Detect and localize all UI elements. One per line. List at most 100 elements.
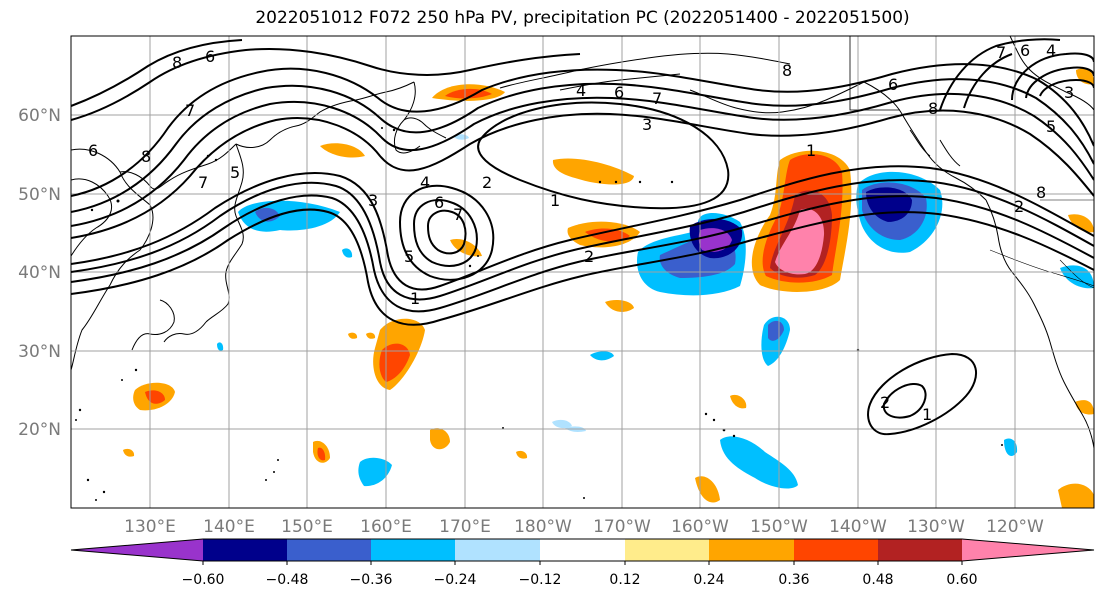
colorbar-segments (70, 538, 1095, 562)
colorbar-tick-label: 0.60 (946, 572, 977, 588)
lon-tick-label: 130°W (907, 517, 965, 537)
contour-label: 7 (185, 101, 195, 120)
precip-anomaly-blob (552, 158, 634, 185)
contour-label: 2 (880, 393, 890, 412)
contour-label: 6 (88, 141, 98, 160)
precip-anomaly-blob (585, 228, 630, 242)
lon-tick-label: 140°W (829, 517, 887, 537)
contour-label: 8 (172, 53, 182, 72)
contour-label: 7 (198, 173, 208, 192)
lat-tick-label: 20°N (18, 420, 61, 440)
contour-label: 8 (928, 99, 938, 118)
precip-anomaly-blob (320, 143, 365, 158)
lon-tick-label: 170°E (439, 517, 491, 537)
precip-anomaly-blob (342, 248, 353, 258)
contour-label: 1 (550, 191, 560, 210)
precip-anomaly-blob (605, 300, 634, 312)
contour-label: 6 (434, 193, 444, 212)
precip-anomaly-blob (123, 448, 135, 457)
precip-anomaly-blob (552, 419, 572, 429)
colorbar-tick-label: 0.36 (778, 572, 809, 588)
lon-tick-label: 150°W (750, 517, 808, 537)
precip-anomaly-blob (768, 320, 784, 341)
colorbar-tick-label: −0.12 (519, 572, 562, 588)
contour-label: 5 (230, 163, 240, 182)
precip-anomaly-blob (590, 351, 614, 361)
contour-label: 4 (1046, 41, 1056, 60)
colorbar-segment (371, 539, 455, 561)
colorbar: −0.60 −0.48 −0.36 −0.24 −0.12 0.12 0.24 … (70, 538, 1095, 588)
colorbar-segment (540, 539, 625, 561)
colorbar-segment (709, 539, 794, 561)
colorbar-ticks (202, 561, 963, 565)
lat-tick-label: 40°N (18, 263, 61, 283)
contour-label: 1 (410, 289, 420, 308)
contour-label: 3 (1064, 83, 1074, 102)
lon-tick-label: 180°W (514, 517, 572, 537)
contour-label: 2 (1014, 197, 1024, 216)
lon-axis: 130°E 140°E 150°E 160°E 170°E 180°W 170°… (124, 517, 1044, 537)
contour-label: 5 (1046, 117, 1056, 136)
contour-label: 1 (922, 405, 932, 424)
lon-tick-label: 170°W (593, 517, 651, 537)
colorbar-segment (203, 539, 287, 561)
contour-labels: 8 7 6 6 8 7 5 4 6 7 3 1 2 1 5 4 6 7 3 2 … (88, 41, 1074, 424)
precip-anomaly-blob (516, 450, 528, 459)
precip-anomaly-blob (358, 457, 392, 487)
colorbar-tick-label: 0.48 (862, 572, 893, 588)
colorbar-tick-label: 0.12 (609, 572, 640, 588)
contour-label: 5 (404, 247, 414, 266)
precip-anomaly-blob (1068, 214, 1094, 233)
lon-tick-label: 120°W (986, 517, 1044, 537)
precip-anomaly-blob (730, 394, 747, 409)
contour-label: 4 (576, 81, 586, 100)
contour-label: 8 (141, 147, 151, 166)
pv-contours (71, 38, 1094, 436)
contour-label: 7 (652, 89, 662, 108)
colorbar-segment (625, 539, 709, 561)
colorbar-tick-label: 0.24 (693, 572, 724, 588)
contour-label: 3 (368, 191, 378, 210)
precip-anomaly-blob (255, 207, 280, 222)
lon-tick-label: 160°E (360, 517, 412, 537)
precip-anomaly-blob (1058, 483, 1094, 508)
lon-tick-label: 130°E (124, 517, 176, 537)
lon-tick-label: 140°E (203, 517, 255, 537)
colorbar-segment (962, 539, 1094, 561)
colorbar-tick-label: −0.48 (266, 572, 309, 588)
contour-label: 1 (806, 141, 816, 160)
contour-label: 6 (205, 47, 215, 66)
colorbar-tick-label: −0.60 (182, 572, 225, 588)
precip-anomaly-blob (217, 342, 224, 351)
contour-label: 4 (420, 173, 430, 192)
precip-anomaly-blob (1004, 438, 1018, 456)
contour-label: 8 (782, 61, 792, 80)
contour-label: 6 (1020, 41, 1030, 60)
precip-anomaly-blob (366, 332, 376, 339)
contour-label: 8 (1036, 183, 1046, 202)
colorbar-segment (71, 539, 203, 561)
precip-anomaly-blob (695, 476, 720, 503)
colorbar-segment (878, 539, 962, 561)
contour-label: 7 (453, 205, 463, 224)
colorbar-segment (455, 539, 540, 561)
precip-anomaly-blob (379, 343, 410, 382)
precip-anomaly-blob (430, 428, 450, 450)
contour-label: 6 (888, 75, 898, 94)
precip-anomaly-blob (348, 332, 358, 339)
lat-tick-label: 50°N (18, 185, 61, 205)
contour-label: 3 (642, 115, 652, 134)
lat-tick-label: 30°N (18, 342, 61, 362)
lon-tick-label: 160°W (671, 517, 729, 537)
lat-axis: 60°N 50°N 40°N 30°N 20°N (18, 106, 61, 440)
contour-label: 2 (584, 247, 594, 266)
lon-tick-label: 150°E (281, 517, 333, 537)
map-panel: 8 7 6 6 8 7 5 4 6 7 3 1 2 1 5 4 6 7 3 2 … (71, 36, 1094, 508)
contour-label: 6 (614, 83, 624, 102)
lat-tick-label: 60°N (18, 106, 61, 126)
contour-label: 7 (996, 43, 1006, 62)
colorbar-segment (794, 539, 878, 561)
precip-anomaly-blob (317, 447, 326, 461)
graticule (71, 36, 1094, 508)
